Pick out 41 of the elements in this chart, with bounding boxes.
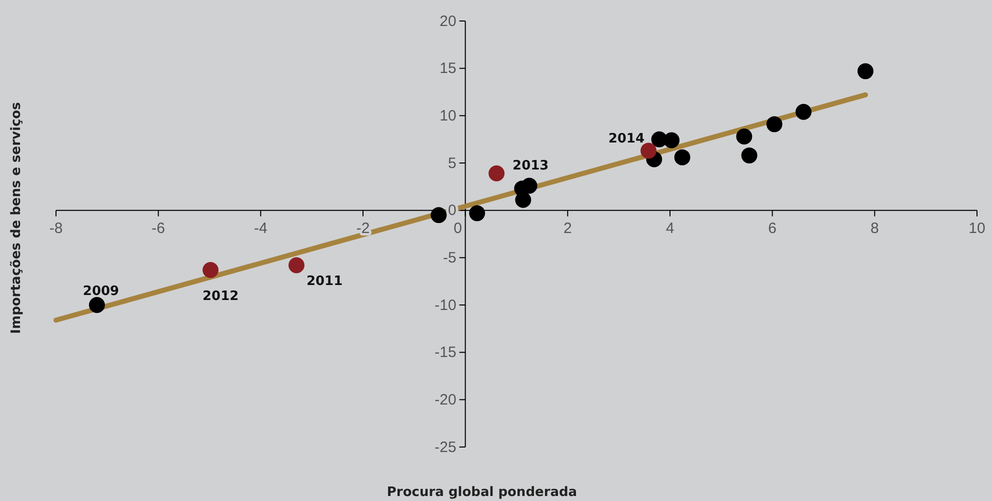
- y-tick-label: -25: [434, 438, 456, 456]
- y-axis-title: Importações de bens e serviços: [9, 102, 24, 334]
- y-tick-label: -20: [434, 391, 456, 408]
- x-tick-label: 10: [968, 220, 986, 237]
- y-tick-label: 15: [440, 60, 456, 78]
- annotation: 2011: [306, 274, 343, 290]
- point: [288, 257, 304, 274]
- y-tick-label: -10: [434, 296, 456, 314]
- point: [664, 132, 680, 148]
- x-tick-label: -2: [356, 220, 370, 237]
- point: [796, 104, 812, 120]
- x-tick-label: 8: [870, 220, 879, 237]
- y-tick-label: -5: [442, 249, 456, 266]
- point: [674, 149, 690, 166]
- point: [736, 128, 752, 144]
- point: [521, 178, 538, 194]
- x-tick-label: 6: [768, 220, 777, 237]
- x-tick-label: -8: [49, 220, 63, 237]
- x-tick-label: 4: [666, 220, 674, 237]
- y-tick-label: 20: [440, 12, 456, 30]
- point: [88, 297, 105, 313]
- x-tick-label: -6: [152, 220, 166, 237]
- point: [857, 63, 874, 80]
- point: [469, 205, 486, 222]
- x-tick-label: 2: [563, 220, 572, 237]
- y-tick-label: 10: [440, 107, 456, 124]
- annotation: 2012: [202, 288, 239, 304]
- point: [488, 165, 505, 182]
- annotation: 2013: [512, 158, 549, 174]
- x-axis-title: Procura global ponderada: [386, 485, 578, 500]
- point: [741, 147, 758, 164]
- point: [766, 116, 782, 132]
- point: [515, 192, 532, 208]
- annotation: 2009: [82, 284, 120, 299]
- annotation: 2014: [608, 132, 645, 147]
- y-tick-label: -15: [434, 344, 456, 362]
- point: [430, 207, 447, 224]
- y-tick-label: 5: [448, 154, 456, 172]
- point: [640, 142, 656, 159]
- x-tick-label: -4: [254, 220, 268, 237]
- point: [202, 262, 218, 278]
